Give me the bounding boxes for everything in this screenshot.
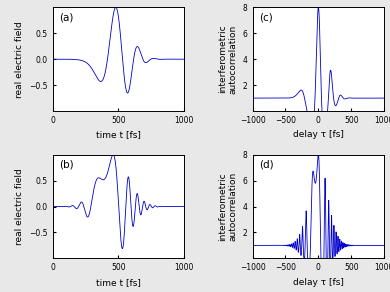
X-axis label: time t [fs]: time t [fs] [96, 131, 141, 140]
Y-axis label: interferometric
autocorrelation: interferometric autocorrelation [218, 172, 237, 241]
Text: (a): (a) [59, 13, 74, 22]
Text: (c): (c) [259, 13, 273, 22]
X-axis label: time t [fs]: time t [fs] [96, 278, 141, 287]
Text: (b): (b) [59, 160, 74, 170]
X-axis label: delay τ [fs]: delay τ [fs] [293, 131, 344, 140]
Y-axis label: real electric field: real electric field [15, 21, 24, 98]
X-axis label: delay τ [fs]: delay τ [fs] [293, 278, 344, 287]
Text: (d): (d) [259, 160, 274, 170]
Y-axis label: interferometric
autocorrelation: interferometric autocorrelation [218, 25, 237, 94]
Y-axis label: real electric field: real electric field [15, 168, 24, 245]
